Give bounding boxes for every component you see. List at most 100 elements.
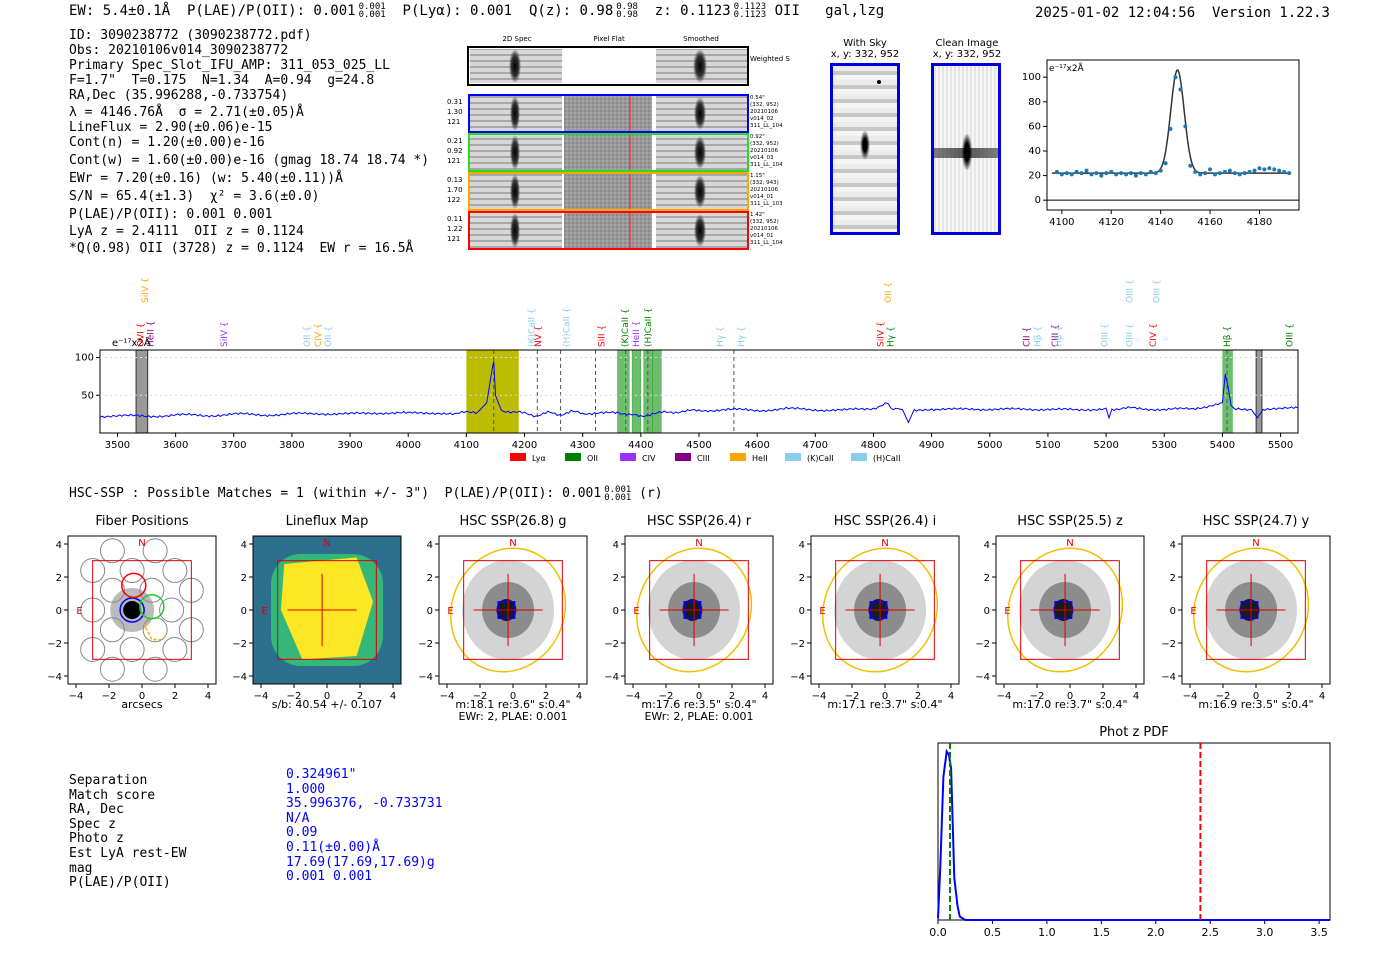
spec-x-tick-label: 4500 <box>686 440 711 451</box>
spectral-line-label: CIV { <box>314 323 324 347</box>
fit-y-tick-label: 60 <box>1028 121 1041 132</box>
info-line: S/N = 65.4(±1.3) χ² = 3.6(±0.0) <box>69 189 320 204</box>
spec-x-tick-label: 5100 <box>1035 440 1060 451</box>
cutout-y-tick-label: −2 <box>1162 639 1176 650</box>
spec2d-row-left-label: 0.31 <box>447 98 463 106</box>
weighted-sum-blob <box>509 49 521 83</box>
spectral-line-label: NV { <box>534 326 544 347</box>
cutout-x-tick-label: −2 <box>845 691 860 702</box>
info-line: EWr = 7.20(±0.16) (w: 5.40(±0.11))Å <box>69 171 343 186</box>
cutout-y-tick-label: −2 <box>976 639 990 650</box>
spectral-line-label: HeII { <box>147 321 157 347</box>
photz-x-tick-label: 1.5 <box>1093 926 1111 939</box>
cutout-y-tick-label: −2 <box>233 639 247 650</box>
cutout-x-tick-label: 2 <box>1100 691 1106 702</box>
fiber-circle <box>142 656 168 682</box>
spec-x-tick-label: 5400 <box>1210 440 1235 451</box>
cutout-x-tick-label: 0 <box>324 691 330 702</box>
spec-x-tick-label: 4200 <box>512 440 537 451</box>
cutout-y-tick-label: 0 <box>799 606 805 617</box>
cutout-x-tick-label: −2 <box>659 691 674 702</box>
spec2d-row-right-label: 1.15" <box>750 173 765 179</box>
fiber-circle <box>162 636 188 662</box>
cutout-title: HSC SSP(26.4) i <box>833 514 937 529</box>
spec2d-row-blob <box>694 214 706 247</box>
fit-data-point <box>1089 172 1094 177</box>
with-sky-coords: x, y: 332, 952 <box>830 49 900 60</box>
spec2d-row-right-label: 0.54" <box>750 95 765 101</box>
fit-data-point <box>1183 124 1188 129</box>
fiber-circle <box>99 538 125 564</box>
cutout-y-tick-label: 2 <box>241 573 247 584</box>
cutout-caption: EWr: 2, PLAE: 0.001 <box>458 710 568 723</box>
fiber-circle <box>162 558 188 584</box>
cutout-y-tick-label: 4 <box>1170 540 1176 551</box>
spec2d-row-right-label: 20210106 <box>750 226 778 232</box>
cutout-x-tick-label: −4 <box>254 691 269 702</box>
fit-data-point <box>1143 172 1148 177</box>
cutout-title: HSC SSP(25.5) z <box>1017 514 1123 529</box>
spec2d-row-left-label: 1.22 <box>447 225 463 233</box>
cutout-y-tick-label: −4 <box>48 672 62 683</box>
cutout-y-tick-label: −4 <box>976 672 990 683</box>
spectral-line-label: HeII { <box>632 321 642 347</box>
spec2d-row-left-label: 1.70 <box>447 186 463 194</box>
clean-image-source <box>962 134 972 170</box>
fiber-circle <box>142 538 168 564</box>
fit-data-point <box>1193 169 1198 174</box>
spec2d-row-right-label: v014_03 <box>750 155 774 161</box>
east-label: E <box>261 606 267 617</box>
cutout-x-tick-label: −4 <box>1183 691 1198 702</box>
cutout-x-tick-label: 0 <box>882 691 888 702</box>
spec-x-tick-label: 3600 <box>163 440 188 451</box>
match-label: Separation <box>69 773 148 788</box>
fiber-third <box>121 572 147 599</box>
fit-data-point <box>1252 168 1257 173</box>
fit-y-tick-label: 0 <box>1035 195 1041 206</box>
spec2d-row-right-label: v014_01 <box>750 233 774 239</box>
cutout-y-tick-label: 0 <box>427 606 433 617</box>
match-value: N/A <box>286 810 310 826</box>
cutout-x-tick-label: 2 <box>1286 691 1292 702</box>
cutout-x-tick-label: 2 <box>543 691 549 702</box>
with-sky-pixel <box>877 80 881 84</box>
spec-y-tick-label: 100 <box>75 353 94 364</box>
cutout-panel: HSC SSP(26.4) i N E −4 −2 0 2 4 4 2 0 −2 −4 m:17.1 re… <box>791 512 981 727</box>
cutout-x-tick-label: 2 <box>357 691 363 702</box>
fit-data-point <box>1188 163 1193 168</box>
hsc-header: HSC-SSP : Possible Matches = 1 (within +… <box>69 485 663 503</box>
spec2d-row-right-label: (332, 952) <box>750 141 779 147</box>
cutout-svg: N E −4 −2 0 2 4 4 2 0 −2 −4 <box>605 535 774 702</box>
fit-data-point <box>1287 171 1292 176</box>
cutout-x-tick-label: 4 <box>205 691 211 702</box>
spec-unit-label: e⁻¹⁷x2Å <box>112 336 151 349</box>
cutout-x-tick-label: −2 <box>102 691 117 702</box>
cutout-svg: N E −4 −2 0 2 4 4 2 0 −2 −4 <box>48 535 217 702</box>
match-label: P(LAE)/P(OII) <box>69 875 171 891</box>
fit-data-point <box>1099 173 1104 178</box>
fit-data-point <box>1208 167 1213 172</box>
spec2d-col-title: 2D Spec <box>502 35 531 43</box>
cutout-x-tick-label: 0 <box>139 691 145 702</box>
spectral-line-label: (H)CaII { <box>644 308 654 348</box>
header-z: z: 0.1123 <box>654 3 731 19</box>
fit-data-point <box>1267 166 1272 171</box>
hsc-header-frac: 0.001 0.001 <box>604 485 632 503</box>
spec-axes-frame <box>99 349 1299 434</box>
match-labels: Separation Match score RA, Dec Spec z Ph… <box>69 773 186 891</box>
fit-data-point <box>1094 171 1099 176</box>
fit-data-point <box>1074 169 1079 174</box>
cutout-title: HSC SSP(24.7) y <box>1202 514 1310 529</box>
cutout-y-tick-label: −2 <box>419 639 433 650</box>
clean-image-coords: x, y: 332, 952 <box>932 49 1002 60</box>
fit-data-point <box>1138 171 1143 176</box>
spec2d-row-right-label: (332, 943) <box>750 180 779 186</box>
spec-x-tick-label: 5200 <box>1093 440 1118 451</box>
clean-image-title: Clean Image x, y: 332, 952 <box>922 38 1012 60</box>
cutout-x-tick-label: −2 <box>287 691 302 702</box>
spec2d-row-flat <box>564 213 652 248</box>
search-box <box>1020 560 1120 660</box>
cutout-y-tick-label: 2 <box>56 573 62 584</box>
spec2d-svg: 2D Spec Pixel Flat Smoothed Weighted Sum… <box>447 35 801 250</box>
info-line: RA,Dec (35.996288,-0.733754) <box>69 88 289 103</box>
